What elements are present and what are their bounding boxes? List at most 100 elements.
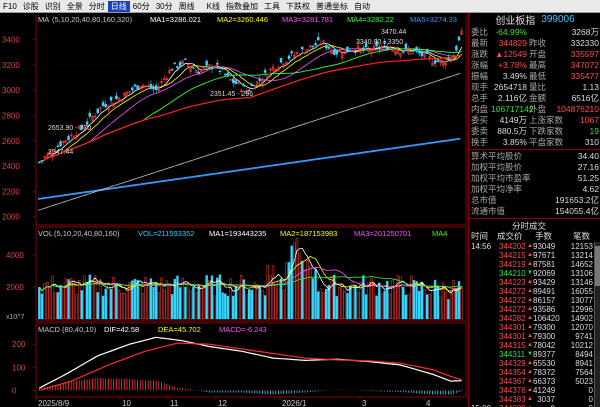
candle-body[interactable] xyxy=(165,78,169,80)
candle-body[interactable] xyxy=(208,64,211,66)
candle-body[interactable] xyxy=(285,61,288,64)
candle-body[interactable] xyxy=(91,116,94,121)
candle-body[interactable] xyxy=(436,60,439,63)
candle-body[interactable] xyxy=(46,153,49,159)
candle-body[interactable] xyxy=(54,150,57,153)
candle-body[interactable] xyxy=(407,49,410,54)
candle-body[interactable] xyxy=(205,60,208,66)
candle-body[interactable] xyxy=(282,63,285,68)
candle-body[interactable] xyxy=(378,46,381,50)
candle-body[interactable] xyxy=(200,69,203,73)
trade-scrollbar[interactable] xyxy=(594,242,600,407)
trade-scrollbar-thumb[interactable] xyxy=(595,246,600,286)
candle-body[interactable] xyxy=(168,69,171,74)
candle-body[interactable] xyxy=(332,49,336,55)
candle-body[interactable] xyxy=(197,71,200,75)
toolbar-item-11[interactable]: 指数叠加 xyxy=(225,1,258,11)
candle-body[interactable] xyxy=(271,66,275,71)
candle-body[interactable] xyxy=(43,156,46,158)
candle-body[interactable] xyxy=(224,73,227,76)
toolbar-item-0[interactable]: F10 xyxy=(3,1,17,11)
candle-body[interactable] xyxy=(152,87,155,90)
candle-body[interactable] xyxy=(375,41,378,47)
candle-body[interactable] xyxy=(133,84,137,87)
candle-body[interactable] xyxy=(83,126,86,130)
candle-body[interactable] xyxy=(444,63,447,66)
candle-body[interactable] xyxy=(149,83,153,89)
candle-body[interactable] xyxy=(303,52,307,54)
candle-body[interactable] xyxy=(170,69,174,71)
candle-body[interactable] xyxy=(147,85,150,87)
candle-body[interactable] xyxy=(404,43,408,49)
candle-body[interactable] xyxy=(189,66,192,72)
candle-body[interactable] xyxy=(56,145,60,147)
toolbar-item-1[interactable]: 诊股 xyxy=(22,1,39,11)
candle-body[interactable] xyxy=(386,47,389,51)
toolbar-item-15[interactable]: 自动 xyxy=(353,1,370,11)
candle-body[interactable] xyxy=(160,81,163,83)
toolbar-item-13[interactable]: 下跌权 xyxy=(285,1,310,11)
candle-body[interactable] xyxy=(93,115,97,118)
candle-body[interactable] xyxy=(322,40,325,43)
toolbar-item-2[interactable]: 识别 xyxy=(44,1,61,11)
candle-body[interactable] xyxy=(136,85,139,90)
candle-body[interactable] xyxy=(338,50,341,52)
candle-body[interactable] xyxy=(314,43,317,46)
candle-body[interactable] xyxy=(372,45,376,51)
candle-body[interactable] xyxy=(457,36,461,41)
candle-body[interactable] xyxy=(221,67,224,70)
candle-body[interactable] xyxy=(423,52,426,58)
candle-body[interactable] xyxy=(311,45,315,48)
candle-body[interactable] xyxy=(186,63,190,67)
candle-body[interactable] xyxy=(388,47,392,49)
candle-body[interactable] xyxy=(324,45,328,49)
candle-body[interactable] xyxy=(449,57,453,62)
toolbar-item-10[interactable]: K线 xyxy=(206,1,220,11)
candle-body[interactable] xyxy=(425,49,429,55)
candle-body[interactable] xyxy=(234,80,238,85)
candle-body[interactable] xyxy=(420,51,424,56)
candle-body[interactable] xyxy=(120,99,123,102)
toolbar-item-7[interactable]: 30分 xyxy=(155,1,173,11)
candle-body[interactable] xyxy=(343,48,347,54)
candle-body[interactable] xyxy=(364,43,368,48)
candle-body[interactable] xyxy=(242,84,246,87)
candle-body[interactable] xyxy=(290,51,293,54)
candle-body[interactable] xyxy=(417,50,421,54)
candle-body[interactable] xyxy=(258,78,262,81)
candlesticks[interactable] xyxy=(38,27,463,165)
candle-body[interactable] xyxy=(396,50,400,55)
candle-body[interactable] xyxy=(295,52,299,54)
candle-body[interactable] xyxy=(452,55,455,58)
candle-body[interactable] xyxy=(409,53,413,55)
candle-body[interactable] xyxy=(439,59,442,64)
candle-body[interactable] xyxy=(306,48,309,52)
candle-body[interactable] xyxy=(441,60,445,66)
candle-body[interactable] xyxy=(412,49,416,52)
candle-body[interactable] xyxy=(141,85,145,87)
candle-body[interactable] xyxy=(370,50,373,54)
candle-body[interactable] xyxy=(210,66,214,70)
candle-body[interactable] xyxy=(309,45,312,48)
candle-body[interactable] xyxy=(356,45,360,48)
candle-body[interactable] xyxy=(391,48,394,52)
toolbar-item-5[interactable]: 日线 xyxy=(107,0,130,12)
candle-body[interactable] xyxy=(330,49,333,54)
candle-body[interactable] xyxy=(64,140,68,143)
candle-body[interactable] xyxy=(447,57,450,60)
candle-body[interactable] xyxy=(67,135,70,140)
candle-body[interactable] xyxy=(229,78,232,81)
candle-body[interactable] xyxy=(232,78,235,84)
trade-tabs[interactable]: 分时成交 xyxy=(469,220,600,231)
candle-body[interactable] xyxy=(239,89,243,92)
toolbar-item-12[interactable]: 工具 xyxy=(263,1,280,11)
candle-body[interactable] xyxy=(394,50,397,55)
candle-body[interactable] xyxy=(107,106,110,110)
candle-body[interactable] xyxy=(173,62,177,64)
candle-body[interactable] xyxy=(96,108,99,114)
candle-body[interactable] xyxy=(216,62,219,65)
candle-body[interactable] xyxy=(319,43,323,45)
candle-body[interactable] xyxy=(112,102,115,108)
candle-body[interactable] xyxy=(69,134,73,137)
